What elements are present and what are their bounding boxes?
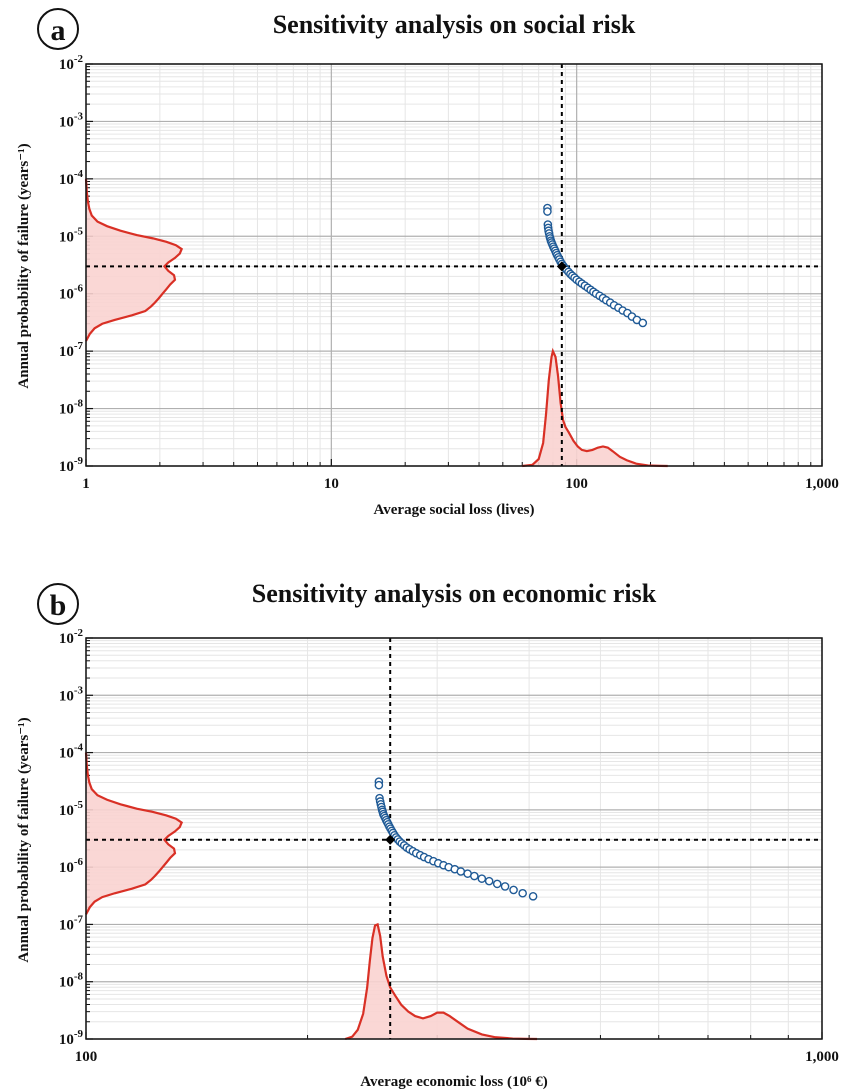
- panel-a-ytick-label: 10-4: [59, 168, 84, 188]
- panel-a-xtick-label: 1,000: [805, 476, 839, 492]
- panel-b-data-point: [484, 876, 494, 886]
- panel-b-title: Sensitivity analysis on economic risk: [252, 579, 657, 608]
- panel-b-xtick-label: 100: [75, 1049, 98, 1065]
- panel-b-ytick-label: 10-3: [59, 684, 84, 704]
- panel-a-title: Sensitivity analysis on social risk: [273, 10, 636, 39]
- panel-a-xdensity-line: [522, 347, 668, 468]
- panel-b-data-point: [492, 879, 502, 889]
- panel-b-data-point: [509, 885, 518, 895]
- panel-b-letter: b: [50, 589, 67, 622]
- panel-b-xtick-label: 1,000: [805, 1049, 839, 1065]
- panel-a-xtick-label: 100: [565, 476, 588, 492]
- panel-a-data-point: [638, 318, 648, 328]
- panel-a-xtick-label: 1: [82, 476, 90, 492]
- panel-b-ytick-label: 10-5: [59, 799, 84, 819]
- panel-b-ytick-label: 10-4: [59, 742, 84, 762]
- panel-a-ytick-label: 10-8: [59, 398, 84, 418]
- panel-b-ydensity-fill: [86, 752, 182, 915]
- panel-b-data-point: [518, 888, 527, 898]
- panel-b-ylabel: Annual probability of failure (years⁻¹): [16, 717, 32, 962]
- panel-a-ydensity-line: [84, 178, 184, 342]
- panel-b-badge: [37, 583, 79, 625]
- panel-b-data-point: [477, 874, 487, 883]
- panel-b-ydensity-line: [84, 752, 184, 915]
- panel-b-ytick-label: 10-7: [59, 913, 84, 933]
- panel-a-ylabel: Annual probability of failure (years⁻¹): [16, 143, 32, 388]
- panel-a-ytick-label: 10-2: [59, 53, 84, 73]
- panel-b-frame: [85, 637, 823, 1040]
- panel-b-xdensity-line: [344, 922, 538, 1041]
- panel-b-data-point: [528, 891, 538, 901]
- panel-a-frame: [85, 63, 823, 467]
- panel-b-data-point: [456, 867, 466, 876]
- panel-a-xdensity-fill: [522, 351, 668, 466]
- panel-a-ytick-label: 10-9: [59, 455, 84, 475]
- panel-b-xdensity-fill: [345, 924, 538, 1039]
- panel-a-ytick-label: 10-5: [59, 225, 84, 245]
- panel-b-xlabel: Average economic loss (10⁶ €): [360, 1074, 548, 1090]
- panel-a-letter: a: [51, 14, 66, 47]
- panel-a-data-point: [543, 207, 552, 216]
- panel-b-ytick-label: 10-9: [59, 1028, 84, 1048]
- panel-b: b Sensitivity analysis on economic risk …: [16, 579, 839, 1090]
- panel-b-data-point: [500, 882, 510, 891]
- panel-a-ytick-label: 10-3: [59, 110, 84, 130]
- panel-b-ytick-label: 10-8: [59, 971, 84, 991]
- panel-b-ytick-label: 10-2: [59, 627, 84, 647]
- panel-a-badge: [37, 8, 79, 50]
- panel-a-ref-point: [556, 261, 567, 272]
- panel-a-xtick-label: 10: [324, 476, 339, 492]
- panel-a-xlabel: Average social loss (lives): [374, 502, 535, 518]
- panel-a-ytick-label: 10-7: [59, 340, 84, 360]
- panel-b-ref-point: [385, 834, 396, 845]
- panel-b-ytick-label: 10-6: [59, 856, 84, 876]
- panel-a-plot: 1 10 100 1,000 10-9 10-8 10-7 10-6 10-5 10-4 10-3 1…: [59, 53, 839, 492]
- panel-b-data-point: [470, 871, 479, 881]
- panel-a-ydensity-fill: [86, 178, 182, 342]
- panel-b-plot: 100 1,000 10-9 10-8 10-7 10-6 10-5 10-4 10-3 10-2: [59, 627, 839, 1065]
- panel-a-ytick-label: 10-6: [59, 283, 84, 303]
- panel-b-data-point: [374, 780, 384, 790]
